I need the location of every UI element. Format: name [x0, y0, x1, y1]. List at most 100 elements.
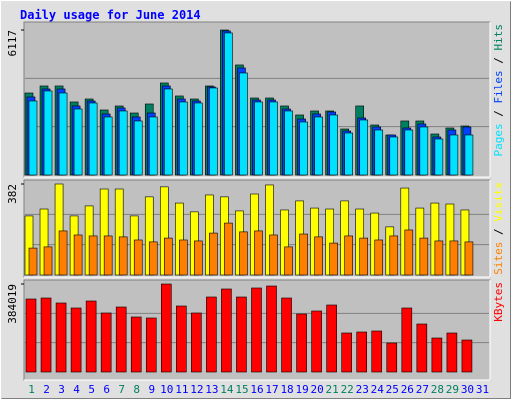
bar	[224, 222, 233, 276]
bar	[133, 120, 143, 176]
bar	[269, 234, 278, 276]
bar	[103, 116, 113, 176]
bar	[374, 129, 384, 176]
legend-separator: /	[492, 228, 505, 235]
legend-space	[492, 104, 505, 111]
bar	[299, 233, 308, 276]
bar	[70, 307, 82, 373]
x-tick-label: 9	[148, 383, 155, 396]
bar	[266, 285, 277, 373]
bar	[115, 306, 127, 373]
x-tick-label: 16	[250, 383, 263, 396]
x-tick-label: 2	[43, 383, 50, 396]
bar	[404, 129, 414, 176]
bar	[314, 236, 323, 276]
legend-entry: Hits	[492, 24, 505, 51]
x-tick-label: 17	[265, 383, 278, 396]
legend-entry: KBytes	[492, 282, 505, 322]
x-tick-label: 28	[431, 383, 444, 396]
x-tick-label: 12	[190, 383, 203, 396]
bar	[133, 239, 143, 276]
bar	[206, 296, 217, 373]
bar	[419, 126, 429, 176]
bar	[254, 230, 263, 276]
bar	[209, 232, 218, 276]
bar	[299, 121, 308, 176]
x-tick-label: 20	[311, 383, 324, 396]
bar	[401, 307, 413, 373]
bar	[179, 101, 188, 176]
y-tick-label: 384019	[6, 284, 19, 324]
bar	[103, 235, 113, 276]
bar	[416, 323, 428, 373]
bar	[329, 114, 338, 176]
bar	[296, 313, 307, 373]
y-tick-label: 382	[6, 184, 19, 204]
legend-space	[492, 51, 505, 58]
bar	[356, 331, 368, 373]
bar	[85, 300, 97, 373]
x-tick-label: 7	[118, 383, 125, 396]
bar	[191, 312, 202, 373]
bar	[449, 134, 459, 176]
x-tick-label: 27	[416, 383, 429, 396]
x-tick-label: 31	[476, 383, 489, 396]
bar	[25, 298, 37, 373]
bar	[449, 240, 459, 276]
bar	[179, 239, 188, 276]
bar	[281, 297, 292, 373]
legend-entry: Files	[492, 70, 505, 103]
bar	[251, 287, 262, 373]
x-tick-label: 4	[73, 383, 80, 396]
bar	[359, 237, 369, 276]
bar	[359, 119, 369, 176]
bar	[163, 237, 173, 276]
bar	[341, 332, 352, 373]
bar	[194, 102, 203, 176]
bar	[28, 100, 38, 176]
x-tick-label: 23	[356, 383, 369, 396]
bar	[284, 110, 293, 176]
x-tick-label: 24	[371, 383, 385, 396]
y-tick-label: 6117	[6, 30, 19, 57]
x-tick-label: 1	[28, 383, 35, 396]
bar	[209, 87, 218, 176]
bar	[239, 231, 248, 276]
legend-separator: /	[492, 110, 505, 117]
bar	[311, 310, 322, 373]
x-tick-label: 30	[461, 383, 474, 396]
bar	[118, 110, 128, 176]
bar	[43, 246, 53, 276]
bar	[434, 138, 444, 176]
legend: Sites / Visits	[492, 182, 505, 275]
bar	[431, 337, 443, 373]
bar	[386, 342, 398, 373]
bar	[374, 239, 384, 276]
legend-separator: /	[492, 57, 505, 64]
legend-entry: Pages	[492, 123, 505, 156]
bar	[43, 90, 53, 176]
legend: Pages / Files / Hits	[492, 24, 505, 157]
bar	[28, 247, 38, 276]
x-tick-label: 13	[205, 383, 218, 396]
bar	[389, 136, 399, 176]
bar	[130, 316, 142, 373]
bar	[419, 237, 429, 276]
x-tick-label: 10	[160, 383, 173, 396]
bar	[118, 236, 128, 276]
x-tick-label: 14	[220, 383, 234, 396]
x-tick-label: 6	[103, 383, 110, 396]
bar	[344, 235, 353, 276]
x-tick-label: 19	[295, 383, 308, 396]
x-tick-label: 15	[235, 383, 248, 396]
bar	[148, 116, 158, 176]
bar	[176, 305, 187, 373]
x-tick-label: 11	[175, 383, 188, 396]
bar	[55, 302, 67, 373]
x-tick-label: 22	[341, 383, 354, 396]
legend-entry: Visits	[492, 182, 505, 222]
bar	[284, 246, 293, 276]
bar	[236, 296, 247, 373]
